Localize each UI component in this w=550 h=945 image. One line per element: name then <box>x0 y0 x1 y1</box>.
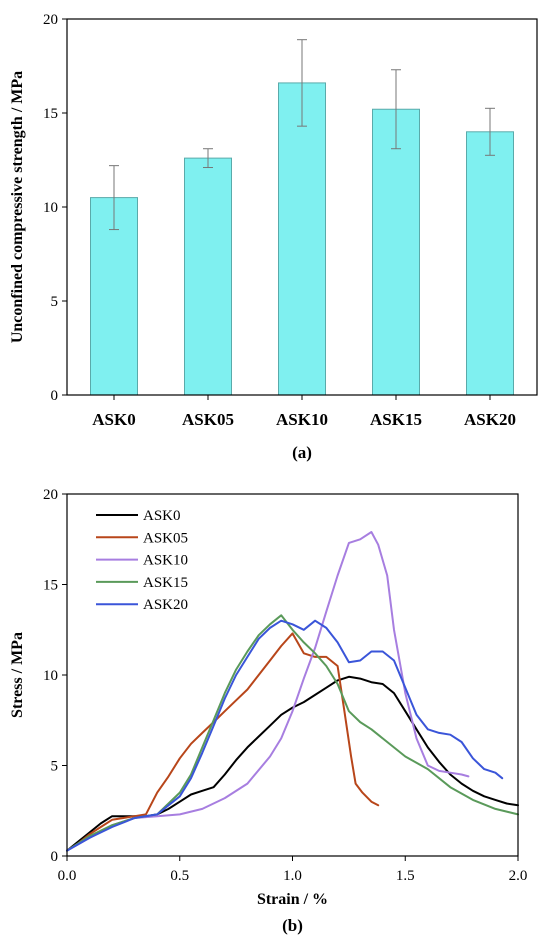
legend-label: ASK0 <box>143 508 181 524</box>
legend: ASK0 ASK05 ASK10 ASK15 ASK20 <box>96 508 188 613</box>
category-label: ASK10 <box>276 410 328 429</box>
series-ask10 <box>66 531 470 852</box>
legend-item-ask05: ASK05 <box>96 530 188 546</box>
y-axis-title: Stress / MPa <box>9 632 26 718</box>
y-axis-ticks: 0 5 10 15 20 <box>43 12 67 404</box>
bar-ask20 <box>466 131 514 396</box>
error-bar-ask15 <box>391 69 401 150</box>
x-axis-ticks: 0.0 0.5 1.0 1.5 2.0 <box>58 856 528 884</box>
plot-frame <box>66 18 538 396</box>
line-series <box>66 531 519 852</box>
category-label: ASK05 <box>182 410 234 429</box>
x-tick-label: 1.5 <box>396 868 415 884</box>
error-bar-ask05 <box>203 148 213 169</box>
bar-ask0 <box>90 197 138 396</box>
error-bar-ask0 <box>109 165 119 231</box>
legend-item-ask15: ASK15 <box>96 575 188 591</box>
y-tick-label: 20 <box>43 487 58 503</box>
y-tick-label: 15 <box>43 106 58 122</box>
legend-label: ASK05 <box>143 530 188 546</box>
bar-ask10 <box>278 82 326 396</box>
bar-ask05 <box>184 157 232 396</box>
bar-ask15 <box>372 108 420 396</box>
legend-item-ask10: ASK10 <box>96 553 188 569</box>
error-bar-ask10 <box>297 39 307 127</box>
category-label: ASK20 <box>464 410 516 429</box>
y-tick-label: 0 <box>51 849 59 865</box>
bar-chart-panel: 0 5 10 15 20 ASK0 ASK05 ASK10 ASK15 ASK20 Unconf… <box>9 12 538 462</box>
x-axis-title: Strain / % <box>257 891 328 908</box>
y-tick-label: 15 <box>43 578 58 594</box>
legend-label: ASK20 <box>143 597 188 613</box>
y-axis-title: Unconfined compressive strength / MPa <box>9 71 26 343</box>
legend-item-ask0: ASK0 <box>96 508 181 524</box>
series-ask05 <box>66 632 380 852</box>
y-tick-label: 5 <box>51 759 59 775</box>
y-tick-label: 5 <box>51 294 59 310</box>
panel-label-b: (b) <box>282 916 303 935</box>
series-ask0 <box>66 675 519 852</box>
category-label: ASK0 <box>92 410 135 429</box>
legend-item-ask20: ASK20 <box>96 597 188 613</box>
y-tick-label: 0 <box>51 388 59 404</box>
x-tick-label: 0.0 <box>58 868 77 884</box>
panel-label-a: (a) <box>292 443 312 462</box>
y-axis-ticks: 0 5 10 15 20 <box>43 487 67 865</box>
error-bars <box>109 39 495 231</box>
x-tick-label: 0.5 <box>170 868 189 884</box>
error-bar-ask20 <box>485 107 495 156</box>
legend-label: ASK10 <box>143 553 188 569</box>
y-tick-label: 20 <box>43 12 58 28</box>
category-label: ASK15 <box>370 410 422 429</box>
x-tick-label: 1.0 <box>283 868 302 884</box>
y-tick-label: 10 <box>43 668 58 684</box>
bar-series <box>90 82 514 396</box>
x-tick-label: 2.0 <box>509 868 528 884</box>
y-tick-label: 10 <box>43 200 58 216</box>
x-axis-labels: ASK0 ASK05 ASK10 ASK15 ASK20 <box>92 395 516 429</box>
legend-label: ASK15 <box>143 575 188 591</box>
plot-frame <box>66 493 519 857</box>
series-ask20 <box>66 619 504 852</box>
